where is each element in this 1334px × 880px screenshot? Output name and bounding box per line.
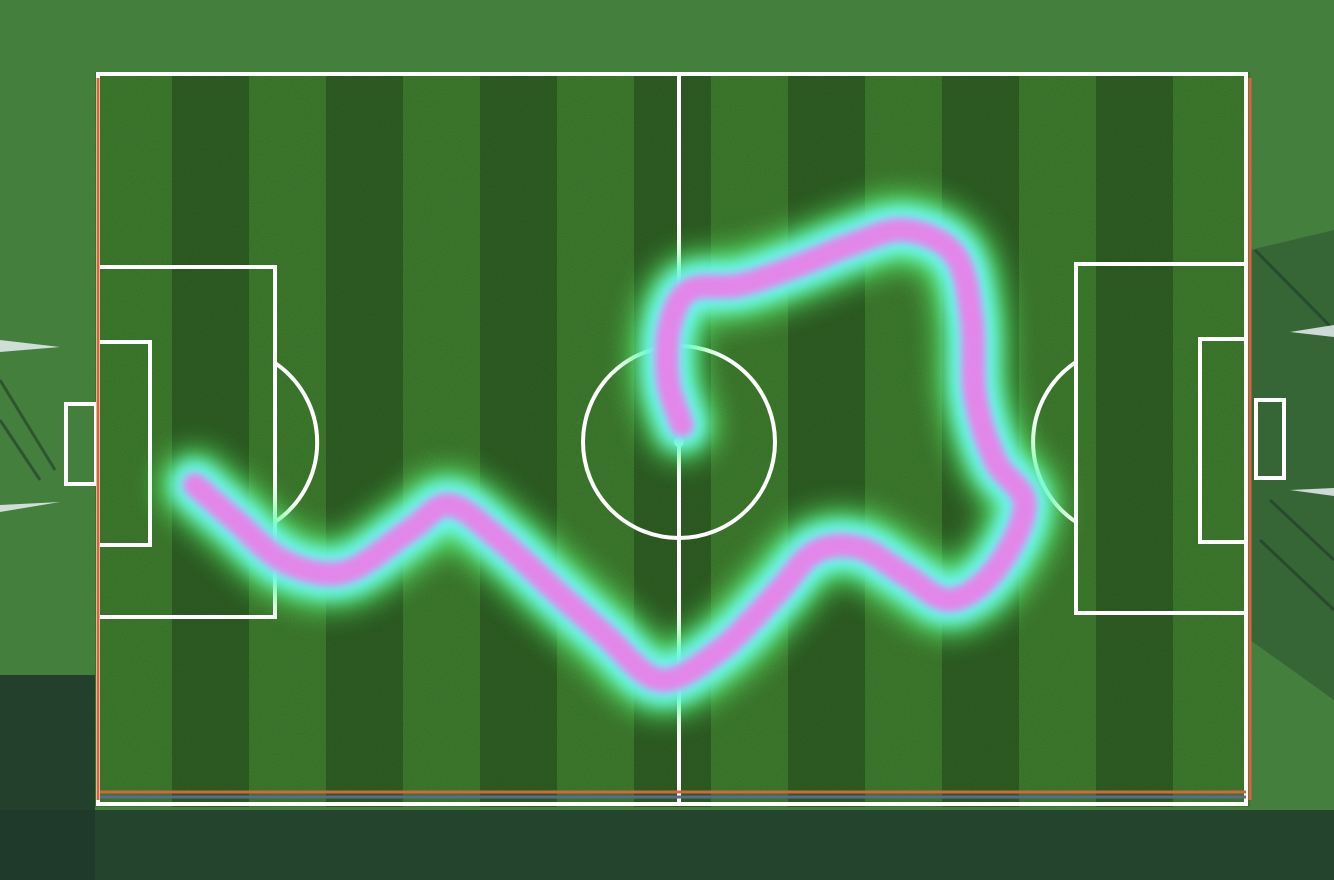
stand-structure-left: [0, 379, 57, 481]
right-goal-area: [1198, 337, 1248, 544]
heatmap-trail: [160, 194, 1060, 716]
heat-core-layer: [183, 217, 1037, 693]
stand-shadow-right: [1250, 230, 1334, 700]
left-goal: [64, 402, 98, 486]
right-goal: [1254, 398, 1286, 480]
left-penalty-arc: [273, 361, 320, 524]
stand-structure-right: [1253, 248, 1334, 612]
edge-accents: [96, 78, 1252, 800]
stand-shadow-floor: [0, 810, 1334, 880]
floodlight-beams: [0, 325, 1334, 512]
